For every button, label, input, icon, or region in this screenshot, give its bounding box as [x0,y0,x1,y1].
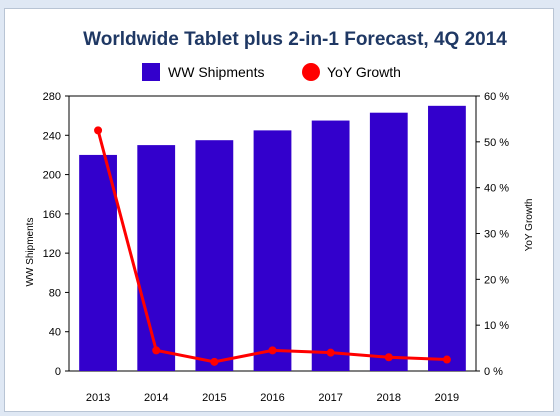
growth-point-2017 [327,349,335,357]
y-tick-label: 80 [49,287,61,299]
y-tick-label: 280 [43,91,61,103]
y-axis-ticks: 280 240 200 160 120 80 40 0 [43,91,69,378]
x-axis-ticks: 2013 2014 2015 2016 2017 2018 2019 [86,392,459,404]
y-tick-label: 40 [49,327,61,339]
legend: WW Shipments YoY Growth [142,63,401,81]
legend-label-growth: YoY Growth [327,64,401,80]
y2-axis-label: YoY Growth [524,199,535,252]
legend-label-shipments: WW Shipments [168,64,264,80]
growth-point-2019 [443,356,451,364]
y-tick-label: 200 [43,170,61,182]
y-tick-label: 0 [55,366,61,378]
y-tick-label: 160 [43,209,61,221]
x-tick-label: 2014 [144,392,168,404]
x-tick-label: 2013 [86,392,110,404]
y-tick-label: 240 [43,130,61,142]
y2-tick-label: 10 % [484,320,509,332]
bar-2017 [312,121,350,371]
x-tick-label: 2018 [377,392,401,404]
x-tick-label: 2019 [435,392,459,404]
bar-2019 [428,106,466,371]
bar-2014 [137,145,175,371]
growth-point-2013 [94,126,102,134]
y-tick-label: 120 [43,248,61,260]
growth-point-2018 [385,353,393,361]
bar-2013 [79,155,117,371]
y2-tick-label: 30 % [484,229,509,241]
bar-2015 [195,140,233,371]
growth-point-2014 [152,346,160,354]
y2-tick-label: 50 % [484,137,509,149]
x-tick-label: 2017 [318,392,342,404]
x-tick-label: 2015 [202,392,226,404]
y2-tick-label: 20 % [484,274,509,286]
bar-2016 [254,130,292,371]
bar-group [79,106,466,371]
growth-point-2016 [269,346,277,354]
y2-axis-ticks: 60 % 50 % 40 % 30 % 20 % 10 % 0 % [476,91,509,378]
legend-swatch-growth [302,63,320,81]
legend-swatch-shipments [142,63,160,81]
y2-tick-label: 40 % [484,183,509,195]
y2-tick-label: 60 % [484,91,509,103]
growth-point-2015 [210,358,218,366]
bar-2018 [370,113,408,371]
x-tick-label: 2016 [260,392,284,404]
chart-title: Worldwide Tablet plus 2-in-1 Forecast, 4… [83,29,507,50]
y-axis-label: WW Shipments [25,218,36,287]
y2-tick-label: 0 % [484,366,503,378]
